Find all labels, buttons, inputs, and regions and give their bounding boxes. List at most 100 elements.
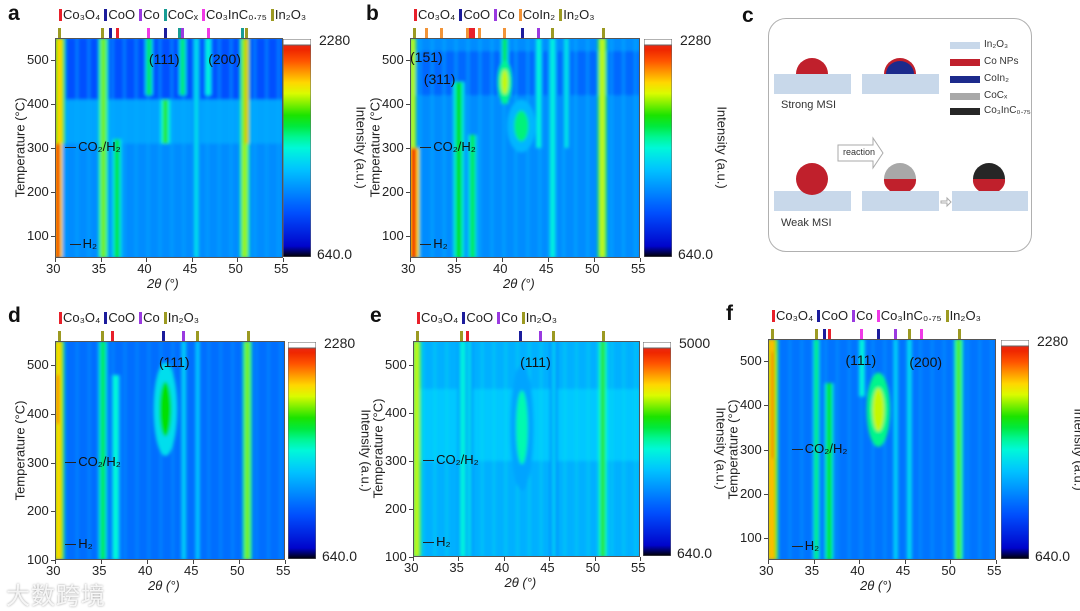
colorbar-max-label: 2280 (319, 32, 350, 48)
x-tick-mark (595, 557, 596, 561)
legend-color-bar (59, 9, 62, 21)
annotation-arrow-icon (65, 147, 76, 148)
faint-stripe (848, 339, 850, 560)
x-tick-label: 30 (401, 261, 415, 276)
diffraction-peak-core (57, 38, 62, 144)
panel-letter-e: e (370, 304, 382, 328)
reference-peak-mark (551, 28, 554, 38)
x-tick-label: 45 (184, 563, 198, 578)
y-tick-mark (51, 463, 55, 464)
x-tick-mark (55, 258, 56, 262)
reference-peak-mark (519, 331, 522, 341)
annotation-arrow-icon (423, 460, 434, 461)
plot-annotation: CO₂/H₂ (433, 139, 476, 154)
legend-color-bar (417, 312, 420, 324)
faint-stripe (623, 38, 625, 258)
y-tick-mark (409, 461, 413, 462)
faint-stripe (230, 38, 232, 258)
legend-item: Co₃O₄ (417, 310, 458, 325)
x-tick-label: 45 (896, 563, 910, 578)
reference-peak-mark (416, 331, 419, 341)
x-tick-label: 50 (228, 261, 242, 276)
diffraction-peak-core (411, 148, 417, 258)
plot-annotation: CO₂/H₂ (436, 452, 479, 467)
y-tick-mark (51, 365, 55, 366)
annotation-text: (151) (410, 49, 443, 65)
faint-stripe (634, 38, 636, 258)
y-tick-mark (406, 148, 410, 149)
legend-item: Co (497, 310, 518, 325)
reference-peak-mark (207, 28, 210, 38)
co-core (973, 179, 1005, 191)
substrate (952, 191, 1028, 211)
legend-label: Co (501, 310, 518, 325)
faint-stripe (587, 38, 589, 258)
y-tick-mark (51, 148, 55, 149)
x-tick-label: 30 (759, 563, 773, 578)
y-tick-mark (764, 361, 768, 362)
y-tick-mark (406, 236, 410, 237)
annotation-text: CO₂/H₂ (436, 452, 479, 467)
co-core (884, 179, 916, 191)
colorbar-gradient (283, 39, 311, 257)
plot-annotation: (111) (846, 352, 877, 368)
faint-stripe (232, 341, 234, 560)
annotation-text: H₂ (78, 536, 92, 551)
strong-msi-label: Strong MSI (781, 99, 836, 111)
x-axis-label: 2θ (°) (505, 575, 537, 590)
colorbar-max-label: 2280 (680, 32, 711, 48)
y-tick-mark (764, 494, 768, 495)
legend-item: In₂O₃ (271, 7, 306, 22)
x-tick-mark (504, 557, 505, 561)
faint-stripe (88, 341, 90, 560)
x-tick-mark (55, 560, 56, 564)
x-tick-mark (285, 560, 286, 564)
x-tick-label: 55 (276, 563, 290, 578)
y-tick-label: 400 (27, 406, 49, 421)
plot-annotation: H₂ (433, 236, 447, 251)
legend-color-bar (817, 310, 820, 322)
y-tick-label: 100 (740, 530, 762, 545)
annotation-arrow-icon (792, 449, 803, 450)
colorbar-max-cap (283, 39, 311, 45)
x-tick-mark (193, 560, 194, 564)
y-tick-mark (51, 560, 55, 561)
x-tick-label: 40 (495, 560, 509, 575)
panel-letter-a: a (8, 2, 20, 26)
panel-letter-d: d (8, 304, 21, 328)
x-tick-mark (283, 258, 284, 262)
x-tick-mark (413, 557, 414, 561)
colorbar-max-label: 2280 (1037, 333, 1068, 349)
faint-stripe (587, 341, 589, 557)
x-axis-label: 2θ (°) (147, 276, 179, 291)
y-tick-label: 200 (382, 184, 404, 199)
annotation-text: (111) (149, 51, 180, 67)
diffraction-peak-core (456, 82, 462, 258)
legend-item: In₂O₃ (522, 310, 557, 325)
x-tick-mark (594, 258, 595, 262)
plot-annotation: H₂ (83, 236, 97, 251)
plot-annotation: (200) (909, 354, 942, 370)
reference-peak-mark (164, 28, 167, 38)
y-tick-mark (51, 236, 55, 237)
y-tick-mark (406, 104, 410, 105)
faint-stripe (481, 341, 483, 557)
x-tick-label: 40 (137, 261, 151, 276)
legend-item: CoO (817, 308, 848, 323)
reference-peak-mark (101, 28, 104, 38)
legend-item: Co (494, 7, 515, 22)
annotation-text: (200) (909, 354, 942, 370)
faint-stripe (159, 38, 161, 258)
annotation-text: CO₂/H₂ (805, 441, 848, 456)
legend-label: CoCₓ (168, 7, 198, 22)
faint-stripe (505, 341, 507, 557)
x-tick-mark (996, 560, 997, 564)
legend-label: CoIn₂ (523, 7, 556, 22)
annotation-text: CO₂/H₂ (78, 139, 121, 154)
y-tick-label: 300 (27, 140, 49, 155)
colorbar-min-label: 640.0 (317, 246, 352, 262)
annotation-text: H₂ (805, 538, 819, 553)
faint-stripe (124, 341, 126, 560)
y-tick-mark (409, 509, 413, 510)
